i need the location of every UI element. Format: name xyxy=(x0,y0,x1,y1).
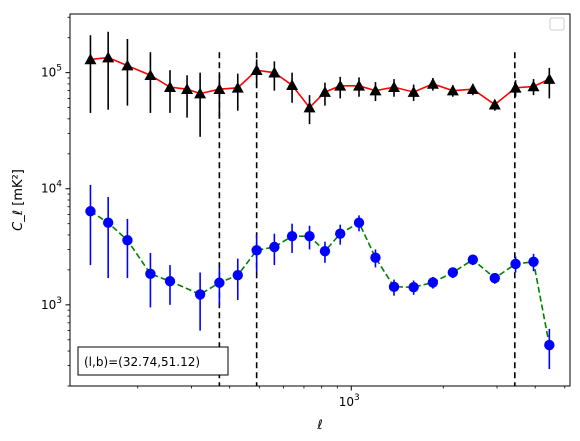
triangle-marker xyxy=(84,53,97,65)
triangle-marker xyxy=(231,81,244,93)
triangle-marker xyxy=(303,101,316,113)
circle-marker xyxy=(353,217,365,228)
triangle-marker xyxy=(466,83,479,95)
y-axis-label: C_ℓ [mK²] xyxy=(11,169,26,231)
triangle-marker xyxy=(446,84,459,96)
triangle-marker xyxy=(121,59,134,71)
circle-marker xyxy=(510,258,521,270)
triangle-marker xyxy=(268,66,281,78)
circle-marker xyxy=(544,339,555,351)
circle-marker xyxy=(232,270,243,281)
circle-marker xyxy=(122,235,133,246)
circle-marker xyxy=(286,231,298,242)
circle-marker xyxy=(145,268,156,280)
circle-marker xyxy=(335,228,346,239)
circle-marker xyxy=(251,245,262,256)
triangle-marker xyxy=(407,86,420,97)
circle-marker xyxy=(467,254,479,265)
circle-marker xyxy=(269,241,280,253)
triangle-marker xyxy=(388,81,401,92)
triangle-marker xyxy=(509,81,522,93)
triangle-marker xyxy=(102,51,115,63)
circle-marker xyxy=(489,272,500,284)
triangle-marker xyxy=(163,81,176,92)
circle-marker xyxy=(102,217,114,228)
plot-area xyxy=(84,31,556,386)
triangle-marker xyxy=(194,87,207,99)
annotation-box: (l,b)=(32.74,51.12) xyxy=(77,346,229,376)
circle-marker xyxy=(447,267,459,278)
triangle-marker xyxy=(334,79,347,91)
triangle-marker xyxy=(250,64,263,75)
legend xyxy=(549,17,565,31)
circle-marker xyxy=(304,231,315,242)
x-axis-label: ℓ xyxy=(316,418,322,433)
triangle-marker xyxy=(369,84,382,96)
triangle-marker xyxy=(426,77,439,89)
annotation-frame xyxy=(77,346,229,376)
circle-marker xyxy=(528,256,539,267)
triangle-marker xyxy=(543,73,556,84)
circle-marker xyxy=(214,277,225,288)
triangle-marker xyxy=(318,86,331,97)
tick-label: 104 xyxy=(41,180,62,196)
circle-marker xyxy=(85,206,96,217)
triangle-marker xyxy=(488,98,501,110)
triangle-marker xyxy=(181,83,194,95)
circle-marker xyxy=(388,281,400,293)
annotation-text: (l,b)=(32.74,51.12) xyxy=(84,355,200,369)
axis-ticks: 103 103 104 105 xyxy=(41,16,566,409)
circle-marker xyxy=(408,281,419,293)
triangle-marker xyxy=(353,79,366,91)
triangle-marker xyxy=(144,69,157,81)
circle-marker xyxy=(370,252,381,263)
tick-label: 103 xyxy=(339,393,360,409)
circle-marker xyxy=(427,277,439,288)
triangle-marker xyxy=(286,79,299,90)
tick-label: 103 xyxy=(41,296,62,312)
triangle-marker xyxy=(213,83,226,95)
circle-marker xyxy=(194,289,206,300)
triangle-marker xyxy=(527,80,540,92)
legend-box xyxy=(549,17,565,31)
tick-label: 105 xyxy=(41,64,62,80)
circle-marker xyxy=(164,275,176,287)
circle-marker xyxy=(319,245,331,257)
